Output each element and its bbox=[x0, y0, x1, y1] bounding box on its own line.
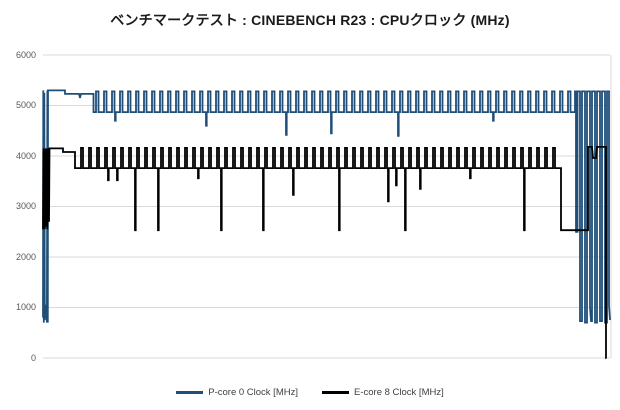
y-tick-label-2000: 2000 bbox=[15, 251, 36, 262]
legend: P-core 0 Clock [MHz] E-core 8 Clock [MHz… bbox=[0, 387, 620, 398]
ecore-legend-label: E-core 8 Clock [MHz] bbox=[354, 387, 444, 398]
y-tick-label-6000: 6000 bbox=[15, 49, 36, 60]
pcore-clock-line bbox=[42, 89, 611, 324]
y-tick-label-4000: 4000 bbox=[15, 150, 36, 161]
pcore-legend-label: P-core 0 Clock [MHz] bbox=[208, 387, 298, 398]
legend-item-ecore: E-core 8 Clock [MHz] bbox=[322, 387, 444, 398]
legend-item-pcore: P-core 0 Clock [MHz] bbox=[176, 387, 298, 398]
chart-title: ベンチマークテスト : CINEBENCH R23 : CPUクロック (MHz… bbox=[110, 12, 510, 28]
y-tick-label-5000: 5000 bbox=[15, 100, 36, 110]
y-tick-label-1000: 1000 bbox=[15, 302, 36, 312]
y-tick-label-0: 0 bbox=[30, 352, 36, 363]
ecore-clock-line bbox=[42, 145, 607, 359]
y-tick-label-3000: 3000 bbox=[15, 201, 36, 211]
ecore-line-swatch bbox=[322, 391, 349, 394]
pcore-line-swatch bbox=[176, 391, 204, 394]
